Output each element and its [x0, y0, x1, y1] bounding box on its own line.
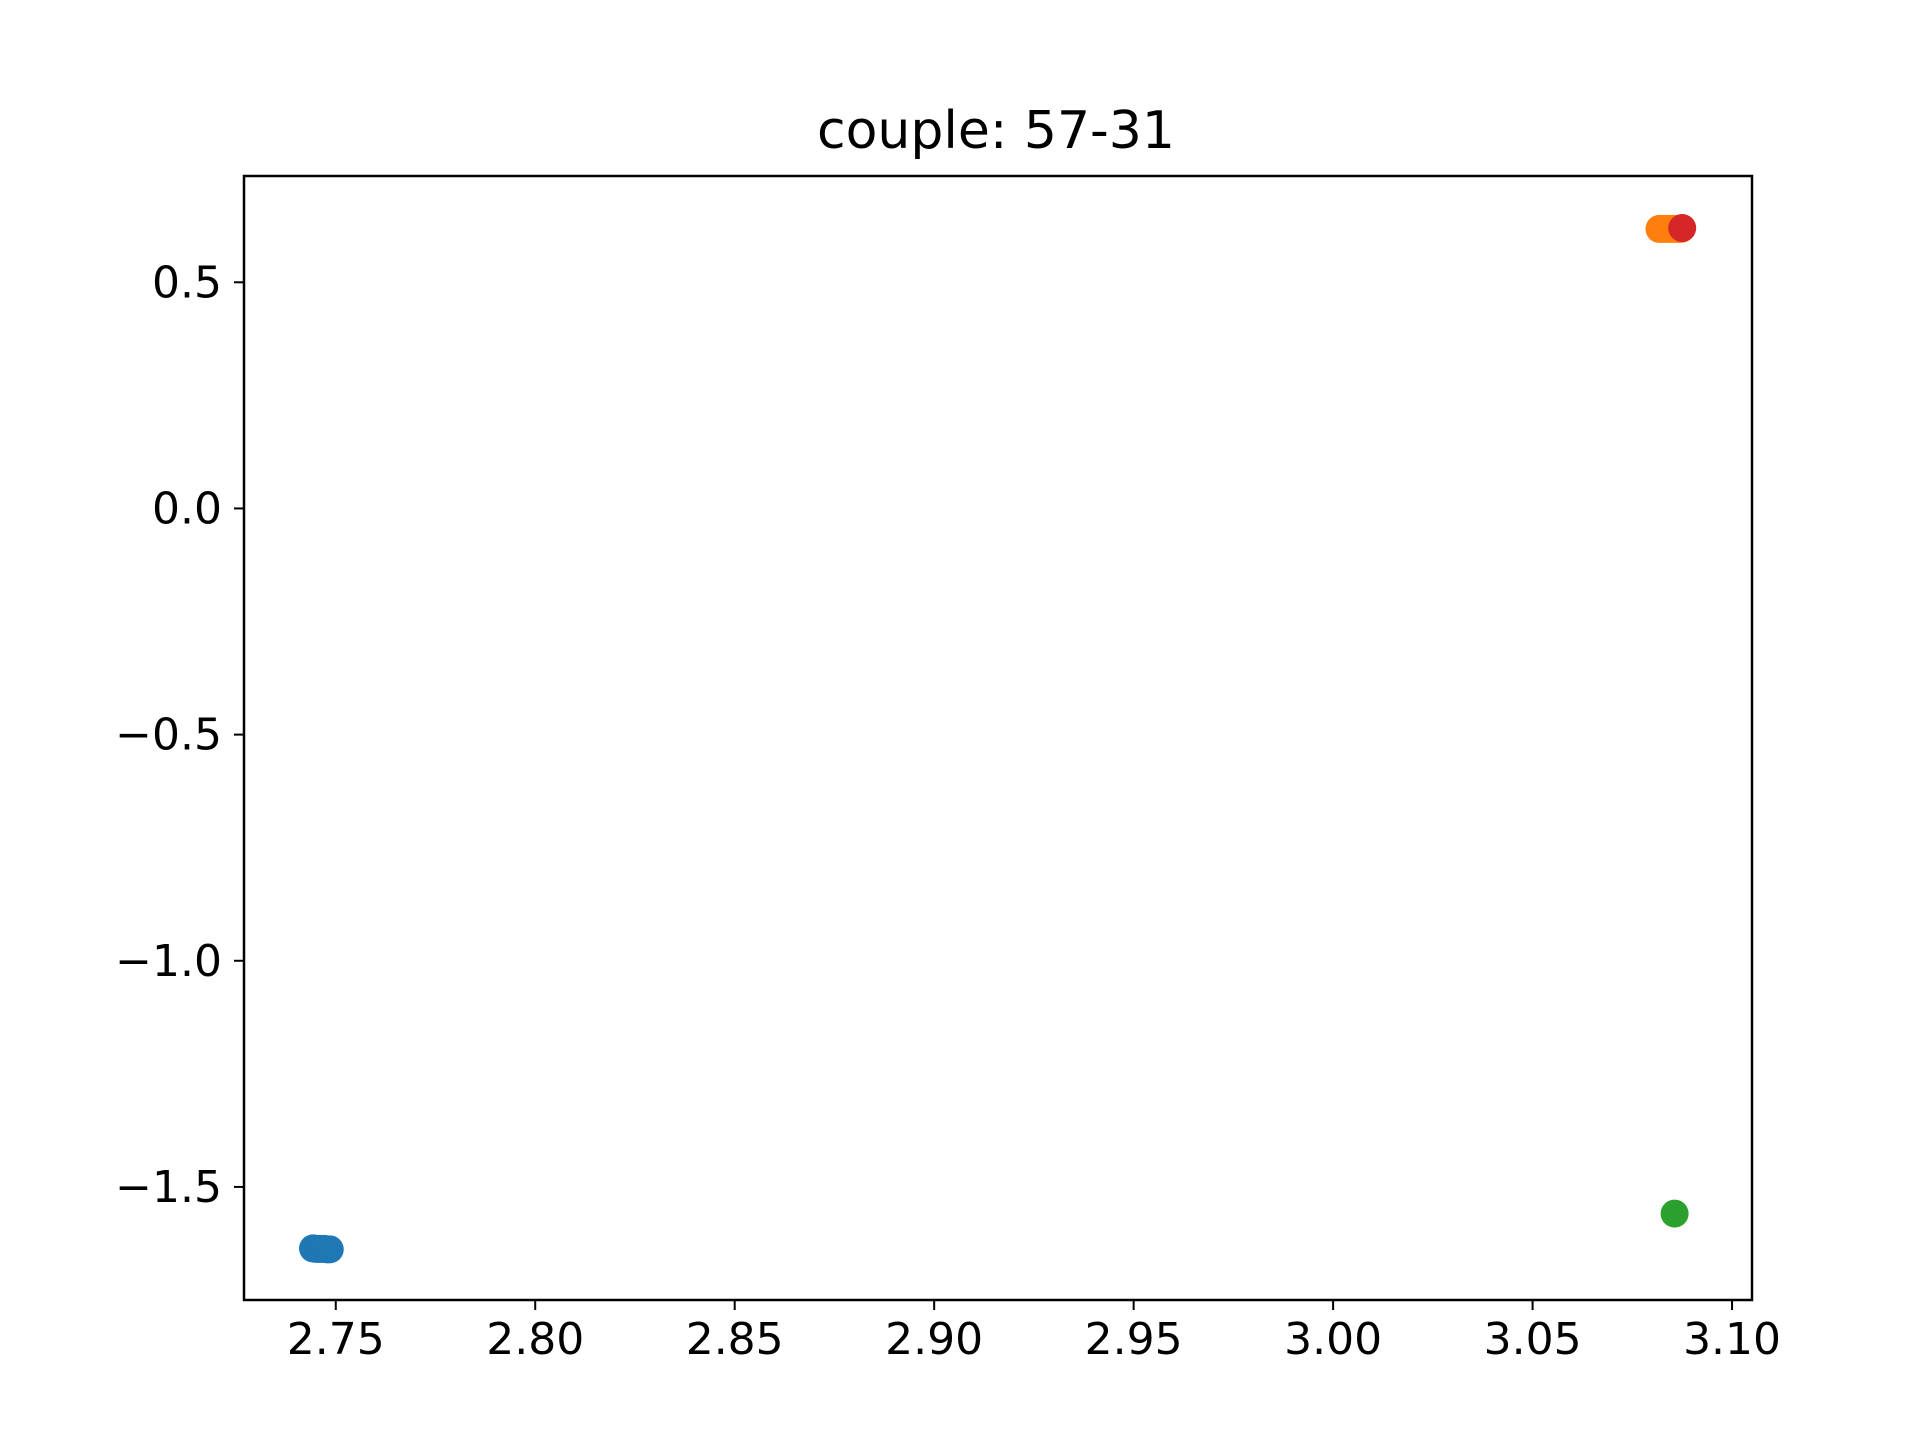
- chart-title: couple: 57-31: [817, 101, 1175, 161]
- x-axis: 2.75 2.80 2.85 2.90 2.95 3.00 3.05 3.10: [287, 1300, 1781, 1365]
- y-tick-label: −1.0: [115, 936, 222, 987]
- x-tick-label: 2.90: [885, 1314, 983, 1365]
- y-tick-label: 0.0: [152, 483, 222, 534]
- y-tick-label: 0.5: [152, 257, 222, 308]
- x-tick-label: 3.00: [1284, 1314, 1382, 1365]
- x-tick-label: 3.05: [1484, 1314, 1582, 1365]
- scatter-point-series-1-7: [315, 1235, 344, 1264]
- scatter-point-series-4-1: [1668, 214, 1697, 243]
- plot-area-frame: [242, 174, 1754, 1302]
- data-points: [299, 214, 1697, 1264]
- x-tick-label: 3.10: [1683, 1314, 1781, 1365]
- scatter-point-series-3-1: [1660, 1199, 1689, 1228]
- y-tick-label: −0.5: [115, 710, 222, 761]
- x-tick-label: 2.75: [287, 1314, 385, 1365]
- x-tick-label: 2.85: [686, 1314, 784, 1365]
- x-tick-label: 2.80: [486, 1314, 584, 1365]
- y-axis: 0.5 0.0 −0.5 −1.0 −1.5: [115, 257, 244, 1213]
- x-tick-label: 2.95: [1085, 1314, 1183, 1365]
- y-tick-label: −1.5: [115, 1162, 222, 1213]
